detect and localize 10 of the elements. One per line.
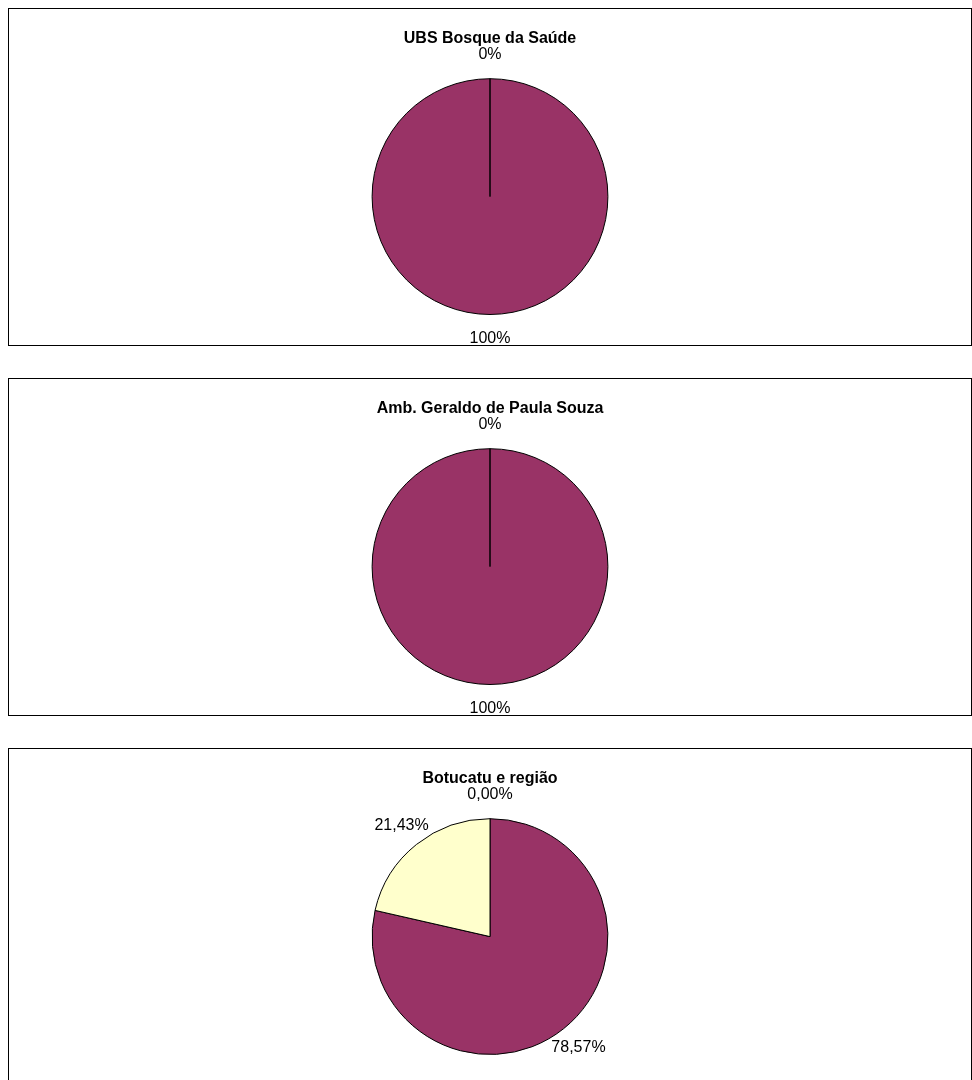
text: 0,00% [467,785,513,803]
chart-title: Amb. Geraldo de Paula Souza [376,399,604,417]
data-label: 100% [469,698,511,716]
chart-title: UBS Bosque da Saúde [403,29,577,47]
data-label: 78,57% [551,1037,606,1055]
data-label: 21,43% [374,816,429,834]
chart-title: Botucatu e região [422,769,558,787]
text: 0% [478,415,502,433]
data-label: 100% [469,328,511,346]
text: 0% [478,45,502,63]
